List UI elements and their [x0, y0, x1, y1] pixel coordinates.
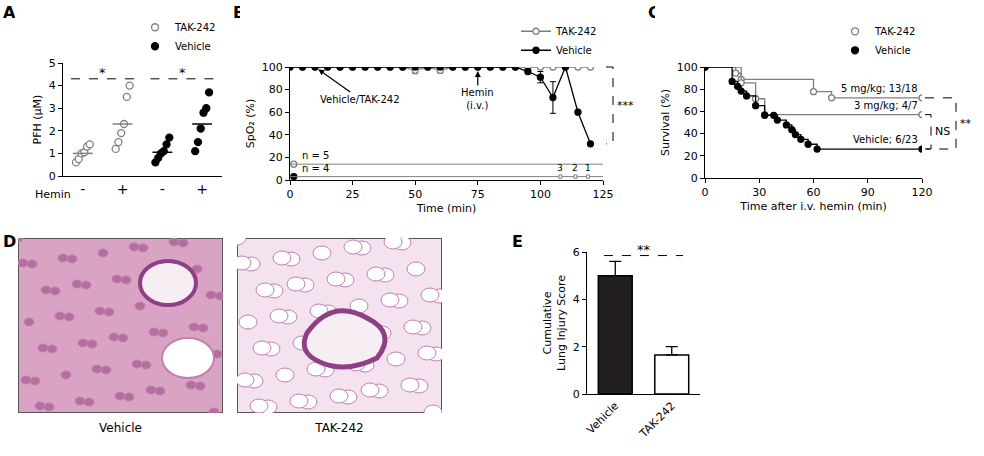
svg-text:TAK-242: TAK-242: [174, 22, 215, 33]
svg-text:Vehicle/TAK-242: Vehicle/TAK-242: [320, 94, 400, 105]
svg-text:Vehicle; 6/23: Vehicle; 6/23: [853, 134, 918, 145]
svg-text:*: *: [99, 65, 106, 80]
svg-text:40: 40: [269, 129, 283, 142]
svg-text:100: 100: [262, 61, 283, 74]
svg-text:CumulativeLung Injury Score: CumulativeLung Injury Score: [541, 275, 568, 371]
svg-text:Vehicle: Vehicle: [584, 399, 621, 436]
svg-text:60: 60: [684, 105, 698, 118]
svg-text:20: 20: [269, 151, 283, 164]
svg-text:125: 125: [593, 188, 614, 201]
svg-text:Time (min): Time (min): [416, 202, 477, 215]
svg-text:2: 2: [572, 163, 578, 173]
svg-text:4: 4: [49, 79, 56, 92]
svg-text:0: 0: [49, 170, 56, 183]
svg-text:***: ***: [617, 99, 634, 112]
svg-text:3: 3: [49, 102, 56, 115]
svg-text:6: 6: [573, 246, 580, 259]
svg-text:+: +: [117, 181, 129, 197]
html-text:D: D: [3, 232, 17, 251]
svg-text:**: **: [960, 117, 972, 130]
html-text:A: A: [3, 3, 16, 22]
svg-text:Hemin(i.v.): Hemin(i.v.): [461, 87, 494, 111]
svg-text:0: 0: [276, 174, 283, 187]
svg-text:4: 4: [573, 293, 580, 306]
svg-text:-: -: [160, 181, 165, 197]
svg-text:0: 0: [691, 172, 698, 185]
svg-text:20: 20: [684, 150, 698, 163]
svg-text:100: 100: [677, 61, 698, 74]
svg-text:PFH (μM): PFH (μM): [31, 95, 44, 145]
svg-text:Vehicle: Vehicle: [556, 45, 592, 56]
svg-text:0: 0: [702, 186, 709, 199]
html-text:C: C: [648, 3, 660, 22]
svg-text:5: 5: [49, 57, 56, 70]
svg-text:Vehicle: Vehicle: [175, 41, 211, 52]
svg-text:120: 120: [912, 186, 933, 199]
svg-text:3 mg/kg; 4/7: 3 mg/kg; 4/7: [854, 100, 918, 111]
svg-text:60: 60: [269, 106, 283, 119]
svg-text:0: 0: [287, 188, 294, 201]
svg-text:TAK-242: TAK-242: [874, 26, 915, 37]
svg-text:n = 4: n = 4: [302, 163, 329, 174]
svg-text:Survival (%): Survival (%): [659, 89, 672, 156]
html-text:Vehicle: Vehicle: [99, 421, 142, 435]
svg-text:TAK-242: TAK-242: [636, 400, 677, 441]
svg-text:-: -: [80, 181, 85, 197]
html-text:E: E: [512, 232, 523, 251]
svg-text:1: 1: [49, 147, 56, 160]
svg-text:2: 2: [573, 341, 580, 354]
svg-text:Vehicle: Vehicle: [875, 45, 911, 56]
html-text:B: B: [233, 3, 246, 22]
svg-text:NS: NS: [935, 125, 950, 138]
svg-text:50: 50: [408, 188, 422, 201]
svg-text:1: 1: [585, 163, 591, 173]
svg-text:25: 25: [346, 188, 360, 201]
svg-text:80: 80: [684, 83, 698, 96]
html-text:TAK-242: TAK-242: [315, 421, 364, 435]
svg-text:TAK-242: TAK-242: [555, 26, 596, 37]
svg-text:**: **: [637, 242, 651, 257]
svg-text:*: *: [179, 65, 186, 80]
svg-text:+: +: [196, 181, 208, 197]
svg-text:40: 40: [684, 127, 698, 140]
svg-text:90: 90: [861, 186, 875, 199]
svg-text:100: 100: [530, 188, 551, 201]
svg-text:80: 80: [269, 83, 283, 96]
svg-text:Time after i.v. hemin (min): Time after i.v. hemin (min): [739, 200, 886, 213]
svg-text:0: 0: [573, 388, 580, 401]
svg-text:3: 3: [557, 163, 563, 173]
svg-text:5 mg/kg; 13/18: 5 mg/kg; 13/18: [841, 83, 918, 94]
svg-text:30: 30: [752, 186, 766, 199]
svg-text:Hemin: Hemin: [35, 188, 71, 201]
svg-text:60: 60: [807, 186, 821, 199]
svg-text:75: 75: [471, 188, 485, 201]
svg-text:n = 5: n = 5: [302, 150, 329, 161]
svg-text:SpO₂ (%): SpO₂ (%): [244, 99, 257, 149]
svg-text:2: 2: [49, 125, 56, 138]
